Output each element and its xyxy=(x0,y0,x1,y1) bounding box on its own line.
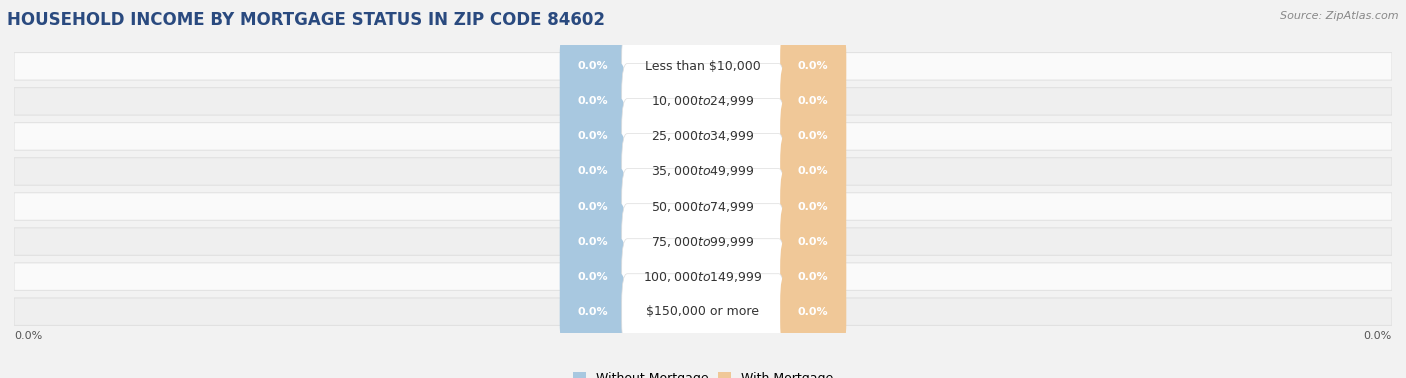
FancyBboxPatch shape xyxy=(560,28,626,104)
FancyBboxPatch shape xyxy=(780,28,846,104)
FancyBboxPatch shape xyxy=(14,193,1392,220)
Text: 0.0%: 0.0% xyxy=(578,96,607,107)
Text: $25,000 to $34,999: $25,000 to $34,999 xyxy=(651,129,755,143)
FancyBboxPatch shape xyxy=(560,239,626,314)
Text: 0.0%: 0.0% xyxy=(799,96,828,107)
Text: 0.0%: 0.0% xyxy=(799,271,828,282)
Text: 0.0%: 0.0% xyxy=(578,307,607,317)
FancyBboxPatch shape xyxy=(14,53,1392,80)
Text: $150,000 or more: $150,000 or more xyxy=(647,305,759,318)
FancyBboxPatch shape xyxy=(14,88,1392,115)
FancyBboxPatch shape xyxy=(560,133,626,209)
FancyBboxPatch shape xyxy=(621,133,785,209)
Text: 0.0%: 0.0% xyxy=(578,201,607,212)
Text: 0.0%: 0.0% xyxy=(799,132,828,141)
FancyBboxPatch shape xyxy=(621,169,785,245)
FancyBboxPatch shape xyxy=(14,228,1392,255)
Text: 0.0%: 0.0% xyxy=(799,307,828,317)
Text: Less than $10,000: Less than $10,000 xyxy=(645,60,761,73)
FancyBboxPatch shape xyxy=(780,274,846,350)
Text: 0.0%: 0.0% xyxy=(799,237,828,246)
FancyBboxPatch shape xyxy=(780,204,846,279)
Text: $50,000 to $74,999: $50,000 to $74,999 xyxy=(651,200,755,214)
Text: $10,000 to $24,999: $10,000 to $24,999 xyxy=(651,94,755,108)
Text: $100,000 to $149,999: $100,000 to $149,999 xyxy=(644,270,762,284)
Text: 0.0%: 0.0% xyxy=(578,132,607,141)
FancyBboxPatch shape xyxy=(780,169,846,245)
FancyBboxPatch shape xyxy=(621,28,785,104)
FancyBboxPatch shape xyxy=(14,298,1392,325)
FancyBboxPatch shape xyxy=(780,99,846,174)
Text: Source: ZipAtlas.com: Source: ZipAtlas.com xyxy=(1281,11,1399,21)
Text: HOUSEHOLD INCOME BY MORTGAGE STATUS IN ZIP CODE 84602: HOUSEHOLD INCOME BY MORTGAGE STATUS IN Z… xyxy=(7,11,605,29)
Text: 0.0%: 0.0% xyxy=(578,237,607,246)
FancyBboxPatch shape xyxy=(621,99,785,174)
Text: 0.0%: 0.0% xyxy=(1364,331,1392,341)
Text: 0.0%: 0.0% xyxy=(578,271,607,282)
FancyBboxPatch shape xyxy=(560,274,626,350)
Text: $75,000 to $99,999: $75,000 to $99,999 xyxy=(651,235,755,249)
FancyBboxPatch shape xyxy=(621,239,785,314)
FancyBboxPatch shape xyxy=(780,239,846,314)
FancyBboxPatch shape xyxy=(14,158,1392,185)
FancyBboxPatch shape xyxy=(621,204,785,279)
FancyBboxPatch shape xyxy=(780,64,846,139)
FancyBboxPatch shape xyxy=(621,64,785,139)
Text: 0.0%: 0.0% xyxy=(578,61,607,71)
FancyBboxPatch shape xyxy=(780,133,846,209)
Text: 0.0%: 0.0% xyxy=(799,166,828,177)
FancyBboxPatch shape xyxy=(560,99,626,174)
FancyBboxPatch shape xyxy=(560,204,626,279)
Legend: Without Mortgage, With Mortgage: Without Mortgage, With Mortgage xyxy=(568,367,838,378)
FancyBboxPatch shape xyxy=(14,123,1392,150)
FancyBboxPatch shape xyxy=(14,263,1392,290)
FancyBboxPatch shape xyxy=(560,64,626,139)
FancyBboxPatch shape xyxy=(621,274,785,350)
FancyBboxPatch shape xyxy=(560,169,626,245)
Text: 0.0%: 0.0% xyxy=(799,61,828,71)
Text: 0.0%: 0.0% xyxy=(578,166,607,177)
Text: 0.0%: 0.0% xyxy=(14,331,42,341)
Text: 0.0%: 0.0% xyxy=(799,201,828,212)
Text: $35,000 to $49,999: $35,000 to $49,999 xyxy=(651,164,755,178)
